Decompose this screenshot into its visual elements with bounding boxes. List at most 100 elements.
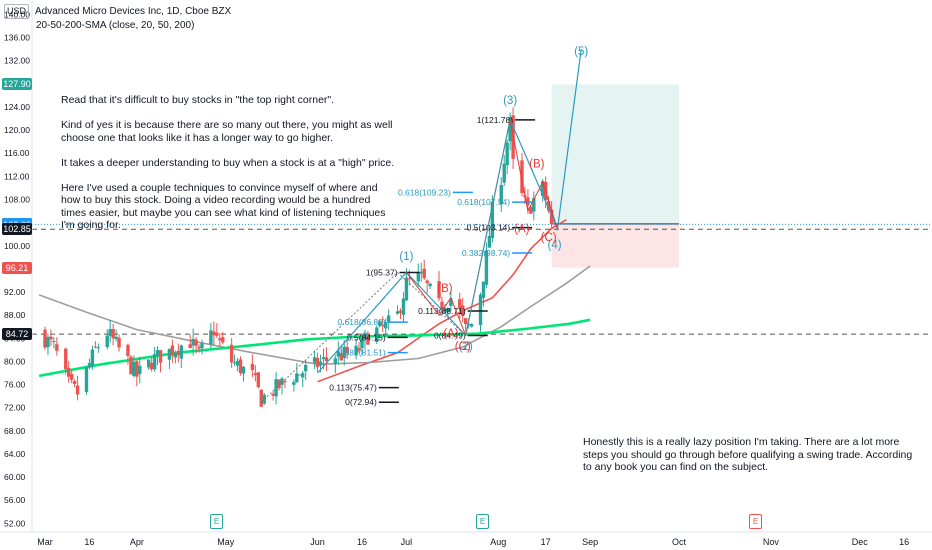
candle-body	[345, 347, 349, 354]
x-tick-label-9: Sep	[582, 537, 598, 547]
candle-75	[354, 338, 358, 360]
candle-body	[490, 201, 495, 239]
candle-body	[152, 354, 157, 370]
candle-51	[253, 365, 258, 382]
candle-body	[146, 359, 151, 368]
candle-body	[469, 323, 474, 327]
candle-9	[75, 375, 80, 401]
candle-50	[250, 354, 255, 377]
candle-body	[481, 281, 486, 298]
candle-body	[55, 344, 59, 351]
fib-label-11: 0(84.49)	[434, 330, 466, 340]
candle-body	[440, 301, 444, 310]
y-tick-label-1: 136.00	[4, 33, 30, 43]
symbol-box[interactable]: USD	[4, 4, 30, 19]
candle-body	[446, 308, 450, 312]
candle-body	[75, 385, 80, 395]
candle-60	[292, 379, 296, 392]
time-axis[interactable]: Mar 16 Apr May Jun 16 Jul Aug 17 Sep Oct Nov Dec 16	[0, 531, 932, 550]
candle-body	[212, 331, 216, 336]
candle-body	[197, 346, 201, 349]
candle-33	[176, 343, 181, 363]
candle-100	[458, 292, 462, 319]
x-tick-label-4: Jun	[310, 537, 325, 547]
y-tick-label-13: 88.00	[4, 310, 26, 320]
wave-label-9: (A)	[514, 223, 530, 235]
x-tick-label-12: Dec	[852, 537, 869, 547]
candle-42	[215, 323, 219, 338]
candle-72	[339, 344, 343, 362]
elliott-wave-path	[317, 49, 582, 374]
candle-40	[209, 322, 213, 349]
earnings-marker-1[interactable]: E	[476, 514, 489, 529]
candle-48	[238, 356, 243, 376]
wave-labels: (1)(2)(3)(4)(5)(B)(A)(C)(B)(A)(C)	[399, 46, 588, 353]
candle-body	[428, 283, 432, 287]
candle-94	[428, 282, 432, 289]
x-tick-label-11: Nov	[763, 537, 780, 547]
candle-74	[345, 338, 349, 360]
x-tick-label-5: 16	[357, 537, 367, 547]
candle-body	[158, 350, 163, 363]
candle-body	[366, 335, 370, 345]
candle-108	[487, 227, 492, 248]
candle-body	[108, 329, 112, 336]
candle-body	[191, 338, 195, 346]
candle-body	[318, 361, 323, 366]
candle-112	[505, 139, 509, 175]
candle-body	[69, 373, 74, 380]
candle-body	[526, 197, 530, 206]
candle-body	[126, 344, 130, 356]
candle-37	[194, 336, 198, 354]
candle-77	[360, 333, 364, 356]
wave-label-5: (B)	[437, 283, 453, 295]
fib-label-1: 1(121.78)	[477, 115, 514, 125]
candle-47	[235, 357, 240, 372]
candle-body	[176, 350, 181, 356]
candle-36	[191, 328, 195, 356]
candle-26	[149, 356, 154, 372]
candle-29	[158, 350, 163, 373]
candle-body	[215, 332, 219, 336]
candle-96	[440, 296, 444, 316]
price-tag-6: 96.21	[2, 261, 32, 274]
x-tick-label-10: Oct	[672, 537, 687, 547]
y-tick-label-18: 68.00	[4, 426, 26, 436]
candle-body	[363, 332, 367, 340]
candle-53	[259, 388, 263, 407]
candle-62	[298, 374, 302, 376]
candle-78	[363, 329, 367, 349]
candle-body	[200, 343, 204, 349]
candle-13	[93, 341, 98, 349]
candle-81	[378, 319, 382, 328]
candle-body	[138, 365, 142, 374]
candle-45	[229, 337, 234, 368]
fib-label-3: 0.618(107.54)	[457, 197, 510, 207]
candle-92	[422, 259, 426, 281]
y-tick-label-15: 80.00	[4, 356, 26, 366]
candle-115	[520, 152, 524, 197]
candle-body	[449, 298, 453, 307]
price-tag-7: 84.72	[2, 328, 32, 341]
price-axis[interactable]: 140.00136.00132.00128.00124.00120.00116.…	[0, 0, 33, 550]
candle-4	[55, 337, 59, 356]
earnings-marker-2[interactable]: E	[749, 514, 762, 529]
x-tick-label-13: 16	[899, 537, 909, 547]
candle-body	[298, 374, 302, 376]
candle-body	[360, 336, 364, 349]
candle-body	[52, 341, 56, 343]
candle-body	[478, 294, 483, 326]
candle-44	[221, 332, 225, 345]
candle-body	[499, 185, 503, 205]
y-tick-label-2: 132.00	[4, 56, 30, 66]
candle-body	[401, 298, 406, 315]
candle-49	[241, 365, 246, 382]
note-left: Read that it's difficult to buy stocks i…	[61, 94, 395, 231]
indicator-label: 20-50-200-SMA (close, 20, 50, 200)	[36, 20, 195, 31]
candle-0	[43, 326, 47, 350]
candle-body	[72, 380, 77, 385]
candle-body	[502, 163, 506, 183]
candle-59	[283, 378, 287, 389]
earnings-marker-0[interactable]: E	[210, 514, 223, 529]
